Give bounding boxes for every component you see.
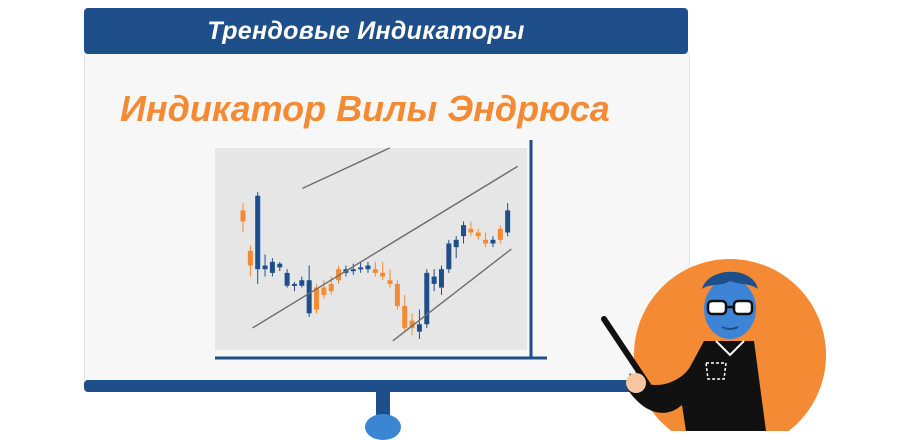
presenter-collar (715, 340, 745, 357)
candle-body (262, 265, 268, 270)
candle-body (387, 280, 393, 284)
candle-body (409, 320, 415, 328)
presenter-head (704, 279, 756, 339)
presenter-illustration (601, 259, 826, 431)
header-bar: Трендовые Индикаторы (84, 8, 688, 54)
candle-body (247, 250, 253, 266)
candle-body (453, 239, 459, 248)
candle-body (314, 287, 320, 310)
candle-body (446, 243, 452, 270)
candle-body (424, 272, 430, 325)
candle-body (372, 269, 378, 273)
board-subtitle: Индикатор Вилы Эндрюса (120, 88, 610, 129)
candle-body (497, 228, 503, 240)
candle-body (416, 324, 422, 332)
board-stand (376, 392, 390, 420)
candle-body (269, 261, 275, 273)
candle-body (306, 280, 312, 314)
plot-background (215, 148, 527, 350)
candle-body (321, 287, 327, 295)
candle-body (291, 283, 297, 286)
candle-body (284, 272, 290, 286)
candle-body (240, 210, 246, 222)
pitchfork-lower-line (392, 248, 512, 342)
candle-body (483, 239, 489, 244)
presenter-body (626, 341, 766, 431)
pitchfork-upper-line (302, 147, 391, 190)
pitchfork-median-line (252, 165, 519, 329)
presenter-mouth (721, 326, 739, 330)
candle-body (255, 195, 261, 270)
header-title: Трендовые Индикаторы (207, 16, 525, 45)
candle-body (277, 263, 283, 268)
candle-body (328, 283, 334, 292)
candle-body (358, 267, 364, 270)
candle-body (461, 225, 467, 237)
candle-body (505, 210, 511, 233)
candle-body (438, 269, 444, 288)
presenter-hair (702, 271, 758, 289)
glasses-icon (706, 299, 754, 316)
candle-body (468, 228, 474, 233)
candle-body (402, 305, 408, 328)
candle-body (490, 239, 496, 244)
presenter-hand (626, 373, 646, 393)
candle-body (365, 265, 371, 270)
andrews-pitchfork-chart (215, 140, 547, 360)
candle-body (299, 280, 305, 286)
candle-body (394, 283, 400, 306)
candle-body (350, 269, 356, 272)
candle-body (380, 272, 386, 277)
board-stand-knob (365, 414, 401, 440)
board-bottom-bar (84, 380, 688, 392)
candle-body (475, 232, 481, 237)
candle-body (431, 276, 437, 284)
presenter-pocket (705, 362, 727, 380)
presenter-pointer (601, 316, 651, 388)
